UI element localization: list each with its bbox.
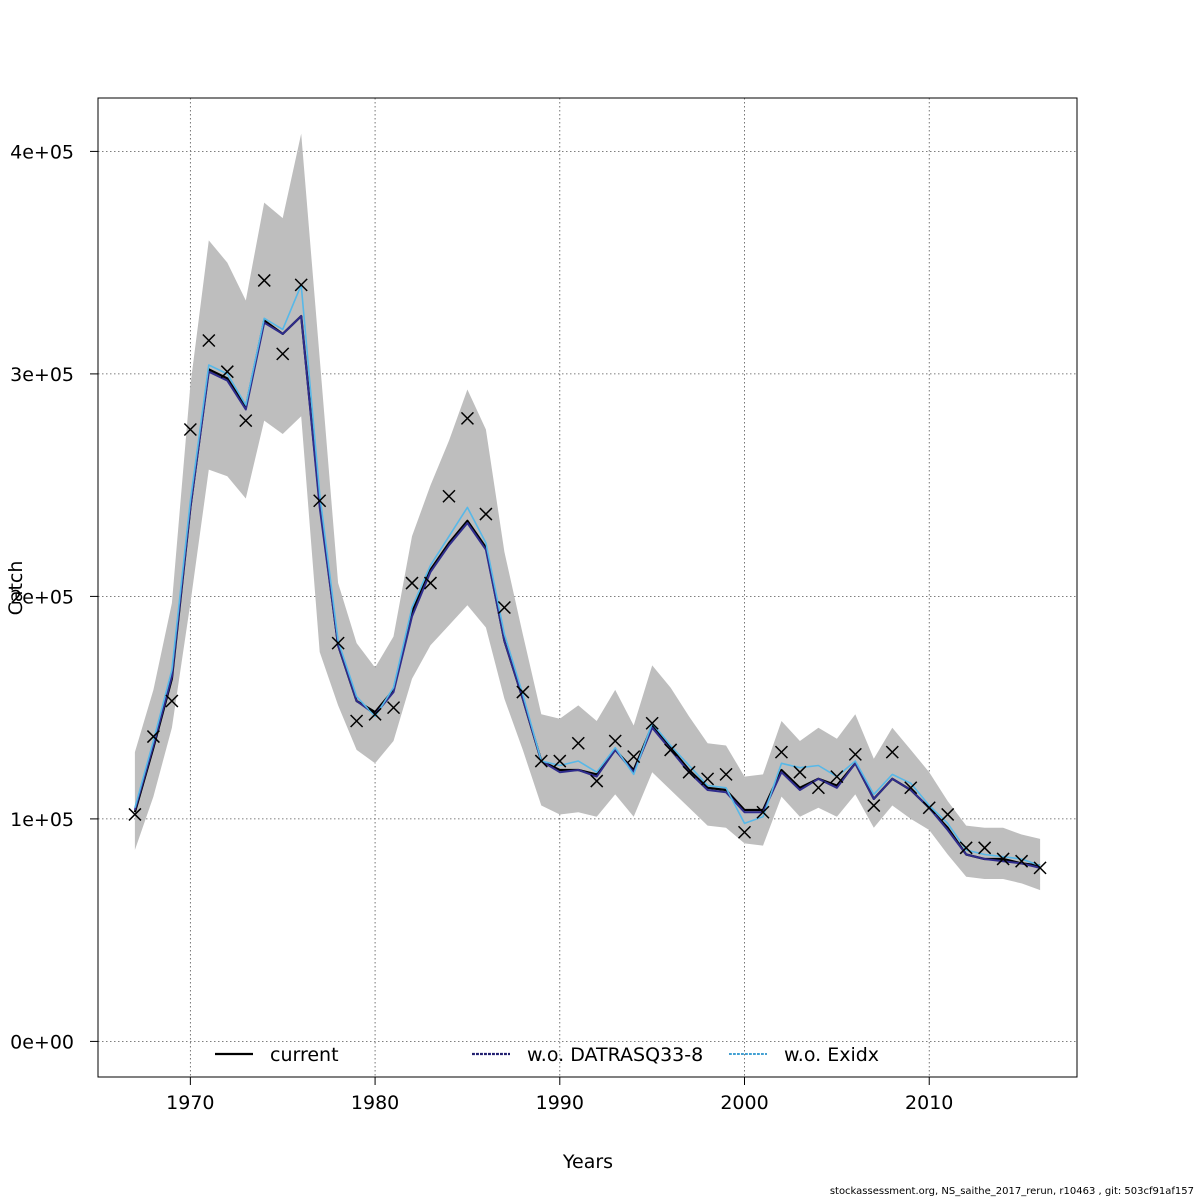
- plot-frame: [97, 97, 1078, 1078]
- observed-point: [959, 841, 973, 855]
- grid-lines: [98, 98, 1077, 1077]
- observed-point: [1033, 861, 1047, 875]
- observed-point: [719, 767, 733, 781]
- observed-point: [183, 422, 197, 437]
- legend: current w.o. DATRASQ33-8 w.o. Exidx: [215, 1044, 879, 1066]
- observed-point: [1015, 854, 1029, 868]
- y-tick-label: 2e+05: [10, 586, 74, 608]
- y-axis: 0e+00 1e+05 2e+05 3e+05 4e+05: [10, 141, 98, 1053]
- observed-point: [756, 805, 770, 819]
- observed-point: [627, 750, 641, 764]
- x-tick-label: 1980: [351, 1092, 399, 1114]
- observed-point: [257, 273, 271, 287]
- observed-point: [571, 736, 585, 750]
- observed-point: [737, 825, 752, 839]
- observed-point: [793, 765, 807, 779]
- confidence-band: [134, 133, 1041, 891]
- x-tick-label: 2000: [720, 1092, 768, 1114]
- observed-point: [774, 745, 788, 759]
- observed-point: [165, 694, 179, 708]
- observed-point: [534, 754, 548, 768]
- y-tick-label: 4e+05: [10, 141, 74, 163]
- observed-point: [387, 701, 401, 715]
- observed-point: [313, 494, 327, 508]
- observed-point: [941, 807, 955, 821]
- observed-point: [460, 411, 474, 425]
- observed-point: [442, 489, 456, 503]
- observed-points: [128, 273, 1047, 875]
- observed-point: [479, 507, 493, 521]
- legend-label: current: [270, 1044, 339, 1066]
- observed-point: [848, 747, 862, 761]
- observed-point: [904, 781, 918, 795]
- series-lines: [133, 284, 1041, 869]
- observed-point: [423, 576, 438, 590]
- series-line-3: [134, 284, 1041, 867]
- observed-point: [516, 685, 530, 699]
- x-tick-label: 1970: [166, 1092, 214, 1114]
- observed-point: [922, 801, 936, 815]
- y-tick-label: 0e+00: [10, 1031, 74, 1053]
- observed-point: [590, 774, 604, 788]
- observed-point: [294, 278, 308, 292]
- observed-point: [645, 716, 659, 730]
- observed-point: [682, 765, 696, 779]
- legend-label: w.o. DATRASQ33-8: [527, 1044, 703, 1066]
- observed-point: [811, 781, 825, 795]
- confidence-band-area: [134, 133, 1041, 891]
- y-tick-label: 1e+05: [10, 809, 74, 831]
- legend-label: w.o. Exidx: [784, 1044, 879, 1066]
- observed-point: [978, 841, 992, 855]
- observed-point: [202, 333, 216, 348]
- observed-point: [608, 734, 622, 748]
- observed-point: [128, 807, 142, 821]
- x-axis-label: Years: [562, 1151, 613, 1173]
- observed-point: [885, 745, 899, 759]
- observed-point: [239, 414, 253, 428]
- x-tick-label: 1990: [536, 1092, 584, 1114]
- observed-point: [664, 743, 678, 757]
- observed-point: [830, 770, 844, 784]
- observed-point: [405, 576, 419, 590]
- x-tick-label: 2010: [905, 1092, 953, 1114]
- observed-point: [331, 636, 345, 650]
- observed-point: [220, 365, 234, 379]
- observed-point: [701, 772, 715, 786]
- observed-point: [497, 600, 511, 615]
- y-axis-label: Catch: [5, 561, 27, 616]
- series-line-2: [133, 315, 1041, 869]
- y-tick-label: 3e+05: [10, 364, 74, 386]
- observed-point: [867, 799, 881, 813]
- x-axis: 1970 1980 1990 2000 2010: [166, 1077, 953, 1114]
- observed-point: [368, 707, 382, 721]
- observed-point: [996, 852, 1010, 866]
- observed-point: [350, 714, 364, 728]
- observed-point: [553, 754, 567, 768]
- observed-point: [276, 347, 290, 361]
- footer-credit: stockassessment.org, NS_saithe_2017_reru…: [829, 1186, 1194, 1197]
- observed-point: [146, 730, 160, 744]
